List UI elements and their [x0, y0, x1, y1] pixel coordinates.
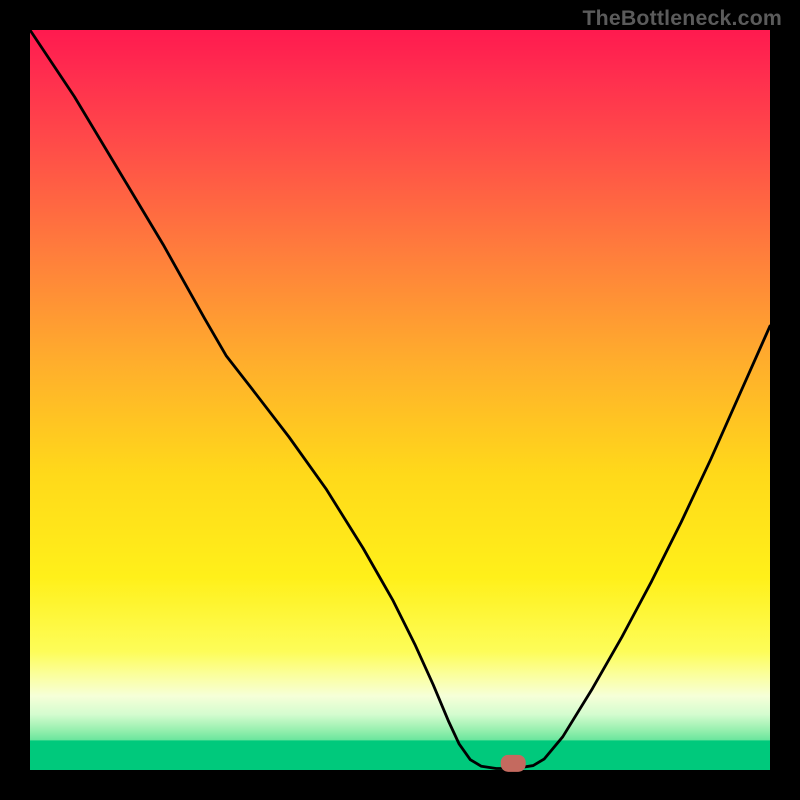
- optimum-marker: [501, 755, 525, 771]
- bottleneck-curve-chart: [0, 0, 800, 800]
- gradient-plot-area: [30, 30, 770, 770]
- watermark-text: TheBottleneck.com: [582, 6, 782, 31]
- bottom-green-strip: [30, 740, 770, 770]
